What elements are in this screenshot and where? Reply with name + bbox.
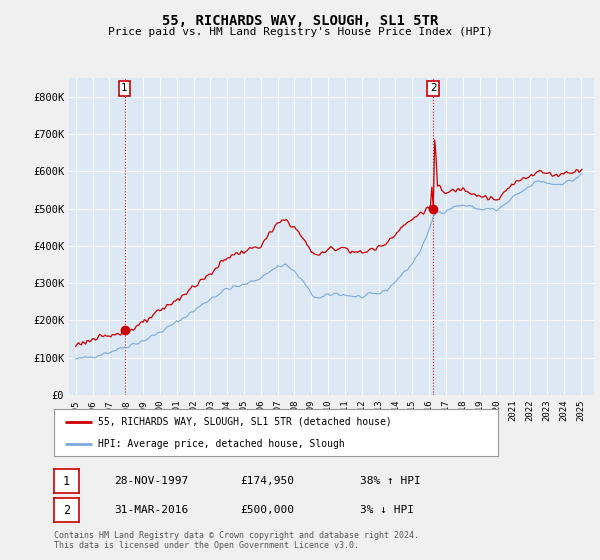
Text: 1: 1	[121, 83, 128, 93]
Text: 1: 1	[63, 474, 70, 488]
Text: Contains HM Land Registry data © Crown copyright and database right 2024.
This d: Contains HM Land Registry data © Crown c…	[54, 531, 419, 550]
Text: 31-MAR-2016: 31-MAR-2016	[114, 505, 188, 515]
Text: £174,950: £174,950	[240, 476, 294, 486]
Text: £500,000: £500,000	[240, 505, 294, 515]
Text: 55, RICHARDS WAY, SLOUGH, SL1 5TR: 55, RICHARDS WAY, SLOUGH, SL1 5TR	[162, 14, 438, 28]
Text: 2: 2	[430, 83, 437, 93]
Text: 55, RICHARDS WAY, SLOUGH, SL1 5TR (detached house): 55, RICHARDS WAY, SLOUGH, SL1 5TR (detac…	[98, 417, 392, 427]
Text: 2: 2	[63, 503, 70, 517]
Text: 28-NOV-1997: 28-NOV-1997	[114, 476, 188, 486]
Text: HPI: Average price, detached house, Slough: HPI: Average price, detached house, Slou…	[98, 438, 345, 449]
Text: Price paid vs. HM Land Registry's House Price Index (HPI): Price paid vs. HM Land Registry's House …	[107, 27, 493, 37]
Text: 3% ↓ HPI: 3% ↓ HPI	[360, 505, 414, 515]
Text: 38% ↑ HPI: 38% ↑ HPI	[360, 476, 421, 486]
